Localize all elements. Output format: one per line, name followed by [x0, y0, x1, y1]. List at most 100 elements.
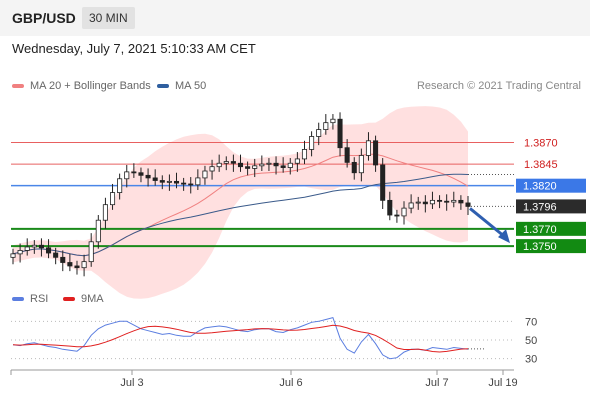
candle-body	[337, 118, 343, 149]
support-tag	[516, 239, 586, 254]
candle-body	[437, 199, 443, 202]
candle	[102, 197, 108, 229]
rsi-tick-label: 50	[525, 335, 537, 347]
candle-body	[202, 170, 208, 179]
candle	[387, 191, 393, 221]
candle-body	[465, 202, 471, 207]
candle-body	[444, 200, 450, 203]
copyright-text: Research © 2021 Trading Central	[416, 80, 581, 92]
candle	[309, 131, 315, 157]
candle-body	[31, 244, 37, 248]
pivot-label: 1.3820	[523, 181, 557, 193]
legend-item-ma20: MA 20 + Bollinger Bands	[12, 80, 151, 92]
pivot-tag	[516, 178, 586, 193]
candle	[344, 139, 350, 168]
candle	[145, 168, 151, 187]
candle	[245, 161, 251, 176]
candle-body	[24, 246, 30, 251]
candle	[46, 239, 52, 259]
bollinger-band-area	[13, 106, 468, 299]
candle-body	[344, 147, 350, 163]
candle-body	[323, 122, 329, 130]
candle	[74, 260, 80, 275]
candle	[117, 173, 123, 200]
candle-body	[237, 162, 244, 168]
legend-item-ma50: MA 50	[157, 80, 206, 92]
last-price-label: 1.3796	[523, 201, 557, 213]
level-resistance-1.3870: 1.3870	[11, 138, 558, 150]
candle	[223, 156, 229, 171]
candle	[166, 174, 172, 191]
candle-body	[46, 247, 52, 254]
candle	[188, 177, 194, 194]
last-price-tag	[516, 199, 586, 214]
candle	[351, 157, 357, 180]
candle	[237, 154, 244, 172]
candle	[316, 122, 322, 146]
candle	[287, 158, 293, 175]
candle-body	[451, 199, 457, 203]
candle-body	[159, 180, 165, 183]
rsi-ma-line	[12, 324, 469, 353]
level-last-1.3796: 1.3796	[468, 199, 586, 214]
candle-body	[81, 261, 87, 269]
candle	[181, 177, 187, 191]
candles	[10, 112, 471, 277]
candle-body	[152, 177, 158, 181]
legend-item-9ma: 9MA	[63, 293, 104, 305]
candle-body	[102, 204, 108, 221]
level-support-1.3750: 1.3750	[11, 239, 586, 254]
legend-label-ma20: MA 20 + Bollinger Bands	[30, 80, 151, 92]
candle-body	[88, 241, 94, 263]
legend-swatch-rsi	[12, 297, 24, 302]
candle-body	[287, 162, 293, 168]
candle	[259, 155, 265, 172]
candle-body	[415, 201, 421, 204]
candle-body	[117, 178, 123, 193]
candle	[280, 157, 286, 173]
candle-body	[138, 172, 144, 176]
candle-body	[188, 183, 194, 186]
timeframe-button[interactable]: 30 MIN	[82, 7, 135, 29]
candle	[330, 114, 336, 130]
candle	[323, 114, 329, 135]
support-label: 1.3750	[523, 241, 557, 253]
candle	[216, 154, 222, 172]
candle	[465, 196, 471, 216]
candle-body	[109, 192, 116, 206]
candle-body	[124, 171, 130, 180]
legend-label-ma50: MA 50	[175, 80, 207, 92]
legend-swatch-ma20	[12, 84, 24, 89]
candle-body	[67, 262, 73, 267]
candle	[195, 169, 201, 190]
candle	[230, 154, 236, 172]
candle	[202, 165, 208, 185]
candle	[252, 158, 258, 178]
x-tick-label: Jul 3	[120, 377, 143, 389]
candle	[294, 152, 300, 172]
candle-body	[38, 244, 44, 249]
candle	[109, 183, 116, 210]
candle	[422, 195, 428, 213]
candle-body	[309, 136, 315, 150]
legend-swatch-9ma	[63, 297, 75, 302]
candle	[173, 172, 180, 189]
candle-body	[266, 162, 272, 165]
candle-body	[17, 250, 23, 255]
candle-body	[252, 165, 258, 169]
candle	[152, 169, 158, 186]
forecast-arrow-shaft	[469, 207, 505, 238]
candle	[337, 112, 343, 157]
candle	[451, 191, 457, 208]
candle-body	[365, 140, 372, 156]
candle-body	[95, 219, 101, 243]
candle	[124, 164, 130, 188]
level-pivot-1.3820: 1.3820	[11, 178, 586, 193]
candle-body	[330, 118, 336, 124]
candle	[273, 156, 279, 175]
candle-body	[429, 199, 435, 205]
candle	[38, 238, 44, 257]
candle-body	[422, 201, 428, 205]
candle-body	[145, 174, 151, 179]
